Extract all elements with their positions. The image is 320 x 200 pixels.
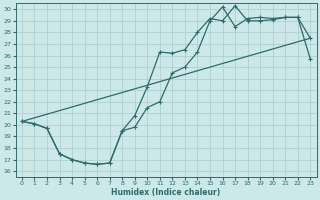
X-axis label: Humidex (Indice chaleur): Humidex (Indice chaleur)	[111, 188, 221, 197]
